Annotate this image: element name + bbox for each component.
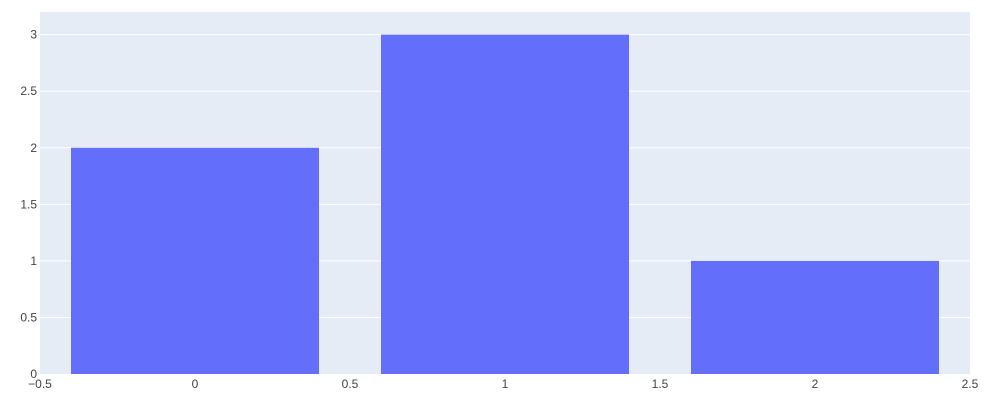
bar-0[interactable] (71, 147, 319, 374)
y-axis-ticks: 0 0.5 1 1.5 2 2.5 3 (20, 28, 37, 381)
y-tick-label: 1.5 (20, 197, 37, 211)
x-tick-label: 1 (502, 377, 509, 391)
bars (71, 34, 939, 374)
y-tick-label: 1 (30, 254, 37, 268)
bar-1[interactable] (381, 34, 629, 374)
y-tick-label: 0 (30, 367, 37, 381)
bar-2[interactable] (691, 260, 939, 374)
x-tick-label: 2.5 (962, 377, 979, 391)
x-tick-label: −0.5 (28, 377, 52, 391)
x-tick-label: 0 (192, 377, 199, 391)
x-axis-ticks: −0.5 0 0.5 1 1.5 2 2.5 (28, 377, 979, 391)
y-tick-label: 2 (30, 141, 37, 155)
y-tick-label: 3 (30, 28, 37, 42)
x-tick-label: 2 (812, 377, 819, 391)
y-tick-label: 0.5 (20, 310, 37, 324)
x-tick-label: 1.5 (652, 377, 669, 391)
y-tick-label: 2.5 (20, 84, 37, 98)
x-tick-label: 0.5 (342, 377, 359, 391)
